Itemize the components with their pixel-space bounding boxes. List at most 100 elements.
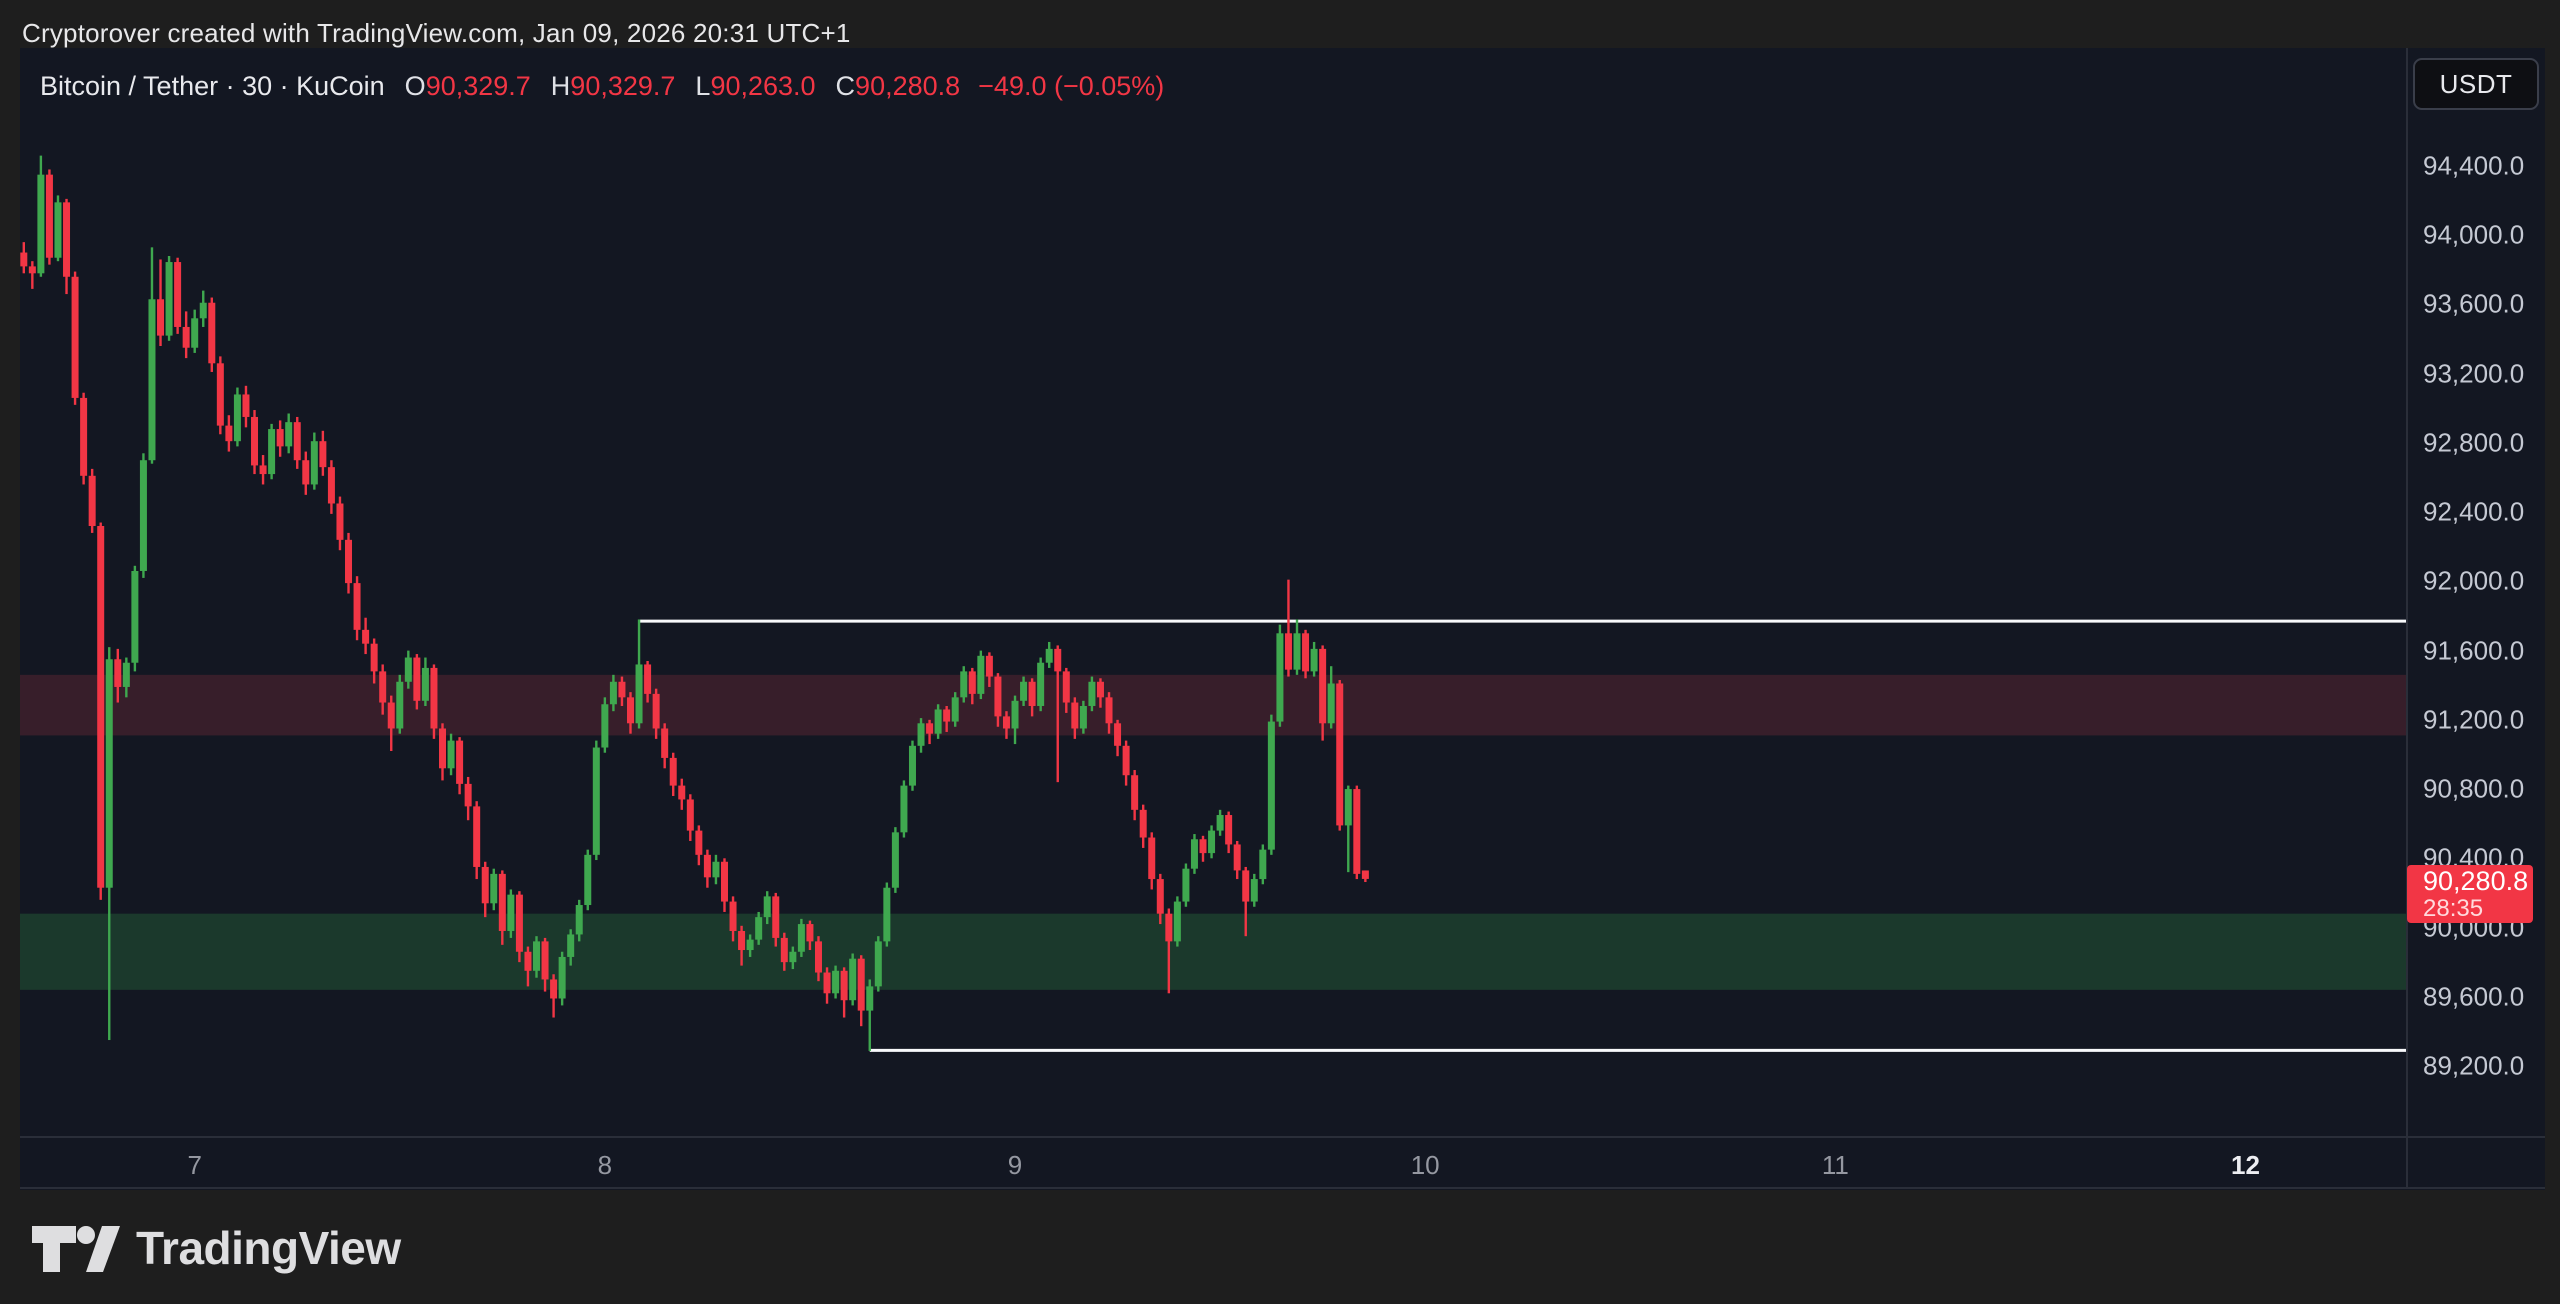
low-label: L [695,70,711,101]
candle [849,953,857,1006]
candle [174,257,182,334]
symbol-title[interactable]: Bitcoin / Tether · 30 · KuCoin [40,70,385,101]
candle-body [242,394,250,417]
tradingview-logo-text: TradingView [136,1222,401,1274]
candle-body [71,276,79,398]
price-tick-label: 94,400.0 [2423,150,2525,181]
price-tick-label: 93,600.0 [2423,288,2525,319]
candle [1054,645,1062,783]
candle-body [789,951,797,963]
candle-body [1310,648,1318,672]
candle [157,259,165,346]
price-tick-label: 90,800.0 [2423,773,2525,804]
candle-body [413,657,421,701]
candle-body [891,832,899,888]
candle-body [490,873,498,904]
candle-wick [1056,645,1059,783]
candle-body [635,664,643,724]
candle-body [216,363,224,426]
candle [746,934,754,957]
candle [105,647,113,1041]
candle [225,415,233,452]
candle-body [1361,870,1369,879]
candle [994,673,1002,727]
candle-body [285,422,293,447]
candle-body [746,939,754,951]
candle [866,979,874,1051]
candle [900,780,908,838]
candle-body [780,937,788,963]
candle-body [738,930,746,951]
candle-body [1105,697,1113,724]
candle [661,723,669,769]
change-value: −49.0 (−0.05%) [978,70,1165,101]
candle-body [874,941,882,987]
candle-body [430,667,438,729]
candle [1045,641,1053,668]
candle [1259,844,1267,885]
chart-title-row: Bitcoin / Tether · 30 · KuCoin O 90,329.7… [40,67,1164,105]
price-tick-label: 89,200.0 [2423,1050,2525,1081]
candle-body [1216,815,1224,831]
candle [1361,870,1369,883]
candle-body [1028,681,1036,706]
chart-widget[interactable] [20,48,2545,1190]
tradingview-logo[interactable]: TradingView [30,1216,401,1280]
candle [268,423,276,480]
candle-body [105,659,113,888]
candle [45,169,53,265]
candle [148,247,156,464]
candle [233,387,241,447]
candle-body [157,299,165,336]
candle [1114,719,1122,757]
candle [285,413,293,454]
price-tick-label: 93,200.0 [2423,358,2525,389]
currency-toggle-label: USDT [2439,68,2513,99]
currency-toggle-button[interactable]: USDT [2413,58,2539,110]
tradingview-logo-icon [32,1226,120,1272]
price-tick-label: 94,000.0 [2423,219,2525,250]
candle [20,242,28,274]
candle [1122,740,1130,786]
candle [1190,834,1198,874]
candle-body [994,676,1002,717]
candle [490,868,498,911]
candle [251,410,259,475]
candle [891,827,899,893]
candle-body [199,302,207,319]
candle [88,468,96,533]
price-tick-label: 91,600.0 [2423,635,2525,666]
candle [430,664,438,739]
open-value: 90,329.7 [425,70,531,101]
time-axis-label: 7 [187,1150,202,1180]
candle-body [362,629,370,644]
candle [703,849,711,888]
candle-body [703,854,711,878]
candle [738,925,746,966]
candle-body [396,681,404,729]
candle [550,974,558,1018]
candle [943,705,951,732]
candle [763,891,771,925]
supply-zone [20,674,2407,736]
candle [609,674,617,712]
candle-body [943,709,951,722]
candle [840,967,848,1018]
candle-body [1037,662,1045,706]
candle-body [259,465,267,475]
candle [823,967,831,1004]
candle-body [1284,633,1292,670]
candle [1310,641,1318,677]
candle-body [686,799,694,831]
candle-body [900,785,908,833]
low-value: 90,263.0 [710,70,816,101]
candle-wick [1287,579,1290,677]
candle [1242,866,1250,937]
candle [541,937,549,992]
candle [669,752,677,796]
candle [1020,676,1028,706]
candle-body [80,397,88,476]
candle [1284,579,1292,677]
